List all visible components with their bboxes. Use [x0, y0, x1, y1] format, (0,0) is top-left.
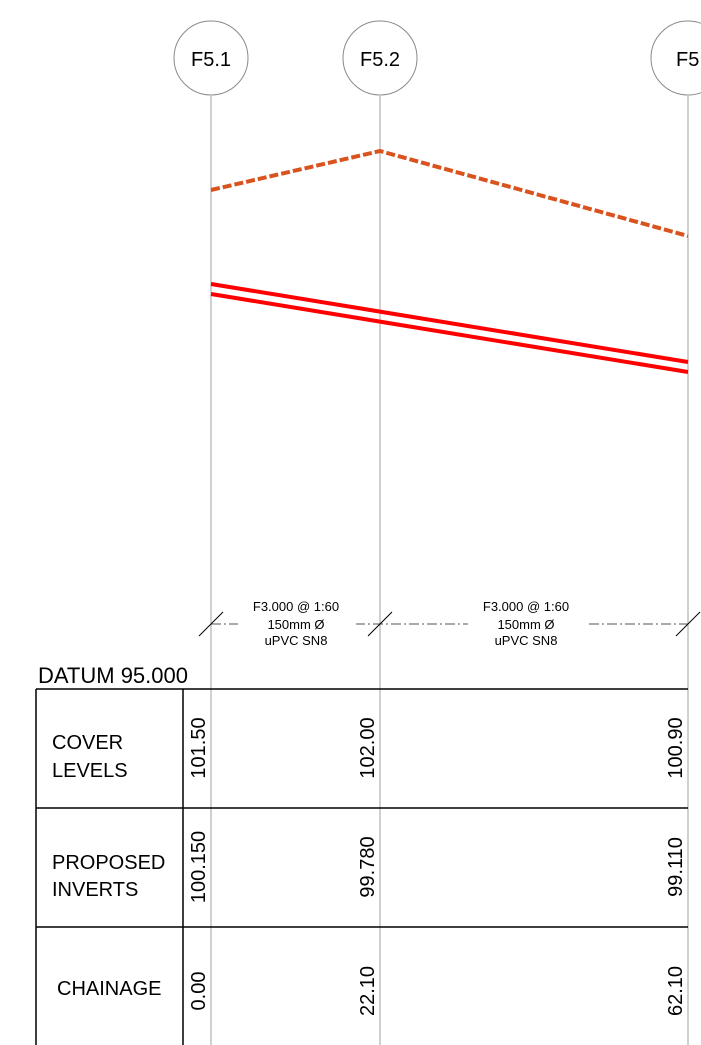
chainage-value-3: 62.10 [665, 966, 687, 1016]
invert-value-3: 99.110 [665, 837, 687, 897]
cover-value-2: 102.00 [357, 717, 379, 778]
pipe-invert-line [210, 292, 689, 374]
invert-value-1: 100.150 [188, 831, 210, 903]
cover-level-line [210, 148, 689, 238]
manhole-label-1: F5.1 [191, 49, 231, 71]
row-label-cover-1: COVER [52, 732, 123, 754]
chainage-value-2: 22.10 [357, 966, 379, 1016]
segment-1-size: 150mm Ø [267, 617, 324, 632]
chainage-value-1: 0.00 [188, 972, 210, 1011]
segment-2-pipe-ref: F3.000 @ 1:60 [483, 599, 569, 614]
segment-2-size: 150mm Ø [497, 617, 554, 632]
manhole-label-2: F5.2 [360, 49, 400, 71]
row-label-chainage: CHAINAGE [57, 978, 161, 1000]
dimension-tick-1 [198, 611, 224, 637]
row-label-inverts-1: PROPOSED [52, 852, 165, 874]
segment-1-pipe-ref: F3.000 @ 1:60 [253, 599, 339, 614]
segment-1-material: uPVC SN8 [265, 633, 328, 648]
manhole-bubble-2: F5.2 [342, 20, 418, 96]
dimension-tick-3 [675, 611, 701, 637]
dimension-tick-2 [367, 611, 393, 637]
manhole-bubble-3: F5.( [650, 20, 701, 96]
row-label-cover-2: LEVELS [52, 760, 128, 782]
row-label-inverts-2: INVERTS [52, 879, 138, 901]
invert-value-2: 99.780 [357, 836, 379, 897]
pipe-soffit-line [210, 282, 689, 364]
datum-label: DATUM 95.000 [38, 663, 188, 688]
manhole-label-3: F5.( [676, 49, 701, 71]
segment-2-material: uPVC SN8 [495, 633, 558, 648]
cover-value-3: 100.90 [665, 717, 687, 778]
cover-value-1: 101.50 [188, 717, 210, 778]
manhole-bubble-1: F5.1 [173, 20, 249, 96]
